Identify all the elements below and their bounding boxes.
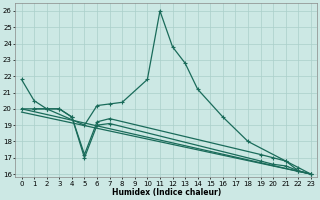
X-axis label: Humidex (Indice chaleur): Humidex (Indice chaleur)	[112, 188, 221, 197]
